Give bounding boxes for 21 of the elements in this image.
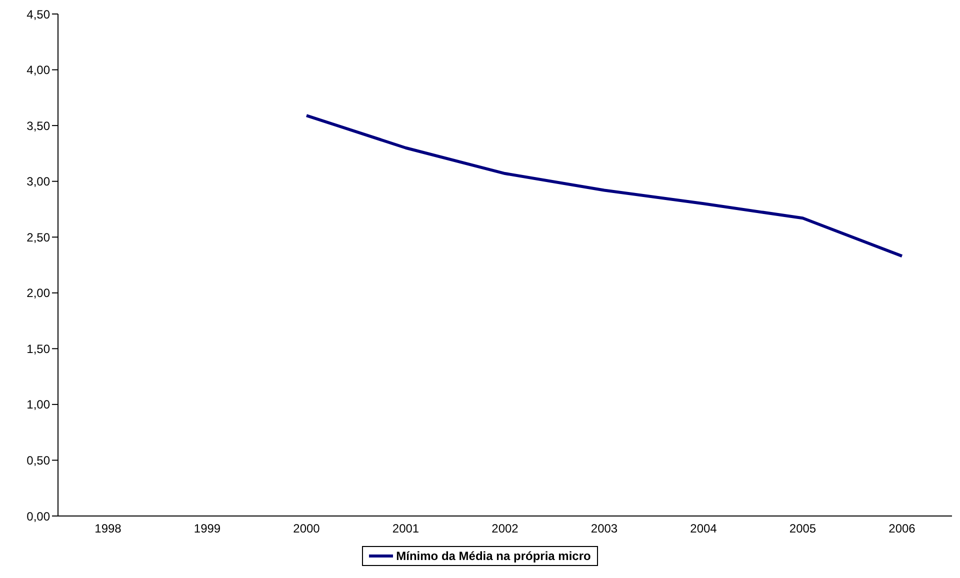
y-tick-label: 2,00	[26, 286, 50, 300]
y-tick-label: 4,00	[26, 63, 50, 78]
y-tick-label: 1,00	[26, 398, 50, 412]
x-tick-label: 1999	[194, 522, 221, 536]
x-tick-label: 2006	[888, 522, 916, 536]
legend-label: Mínimo da Média na própria micro	[395, 549, 591, 563]
y-tick-label: 2,50	[26, 230, 50, 244]
y-tick-label: 0,00	[26, 509, 50, 524]
y-tick-label: 3,50	[26, 118, 50, 133]
x-tick-label: 1998	[94, 522, 122, 536]
x-tick-label: 2005	[789, 522, 816, 536]
y-tick-label: 0,50	[26, 453, 50, 468]
x-tick-label: 2003	[590, 522, 618, 536]
line-series	[305, 114, 904, 258]
y-tick-label: 1,50	[26, 342, 50, 356]
x-tick-label: 2000	[293, 522, 320, 536]
y-tick-label: 3,00	[26, 174, 50, 189]
x-tick-label: 2002	[492, 522, 519, 536]
y-tick-label: 4,50	[26, 7, 50, 22]
x-tick-label: 2001	[392, 522, 420, 536]
x-tick-label: 2004	[690, 522, 718, 536]
